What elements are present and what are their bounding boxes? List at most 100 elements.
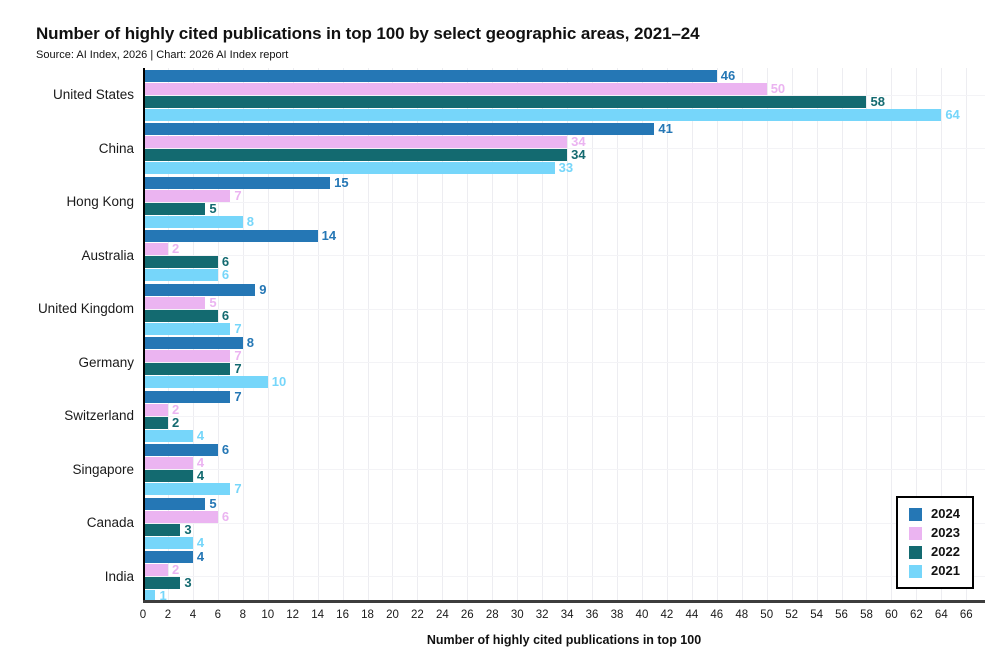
category-label: United States [52, 87, 134, 103]
bar-value-label: 10 [271, 374, 287, 389]
legend-item-2024: 2024 [909, 507, 960, 521]
legend-label: 2021 [931, 563, 960, 578]
bar-row: 15 [143, 176, 985, 189]
bar-2024 [143, 390, 231, 403]
bar-row: 1 [143, 588, 985, 603]
bar-value-label: 2 [171, 562, 180, 577]
bar-2024 [143, 69, 717, 82]
bar-value-label: 6 [221, 442, 230, 457]
gridline-horizontal [143, 148, 985, 150]
bar-value-label: 7 [234, 361, 242, 376]
bar-value-label: 8 [246, 213, 255, 229]
x-tick-label: 58 [860, 609, 873, 621]
bar-value-label: 33 [558, 160, 574, 175]
bar-value-label: 34 [571, 147, 586, 162]
gridline-vertical [841, 68, 843, 603]
x-tick-label: 56 [835, 609, 848, 621]
bar-2021 [143, 483, 231, 495]
bar-value-label: 7 [234, 320, 242, 336]
bar-2021 [143, 269, 218, 281]
gridline-vertical [567, 68, 569, 603]
bar-group-united-kingdom: United Kingdom 9 5 6 7 [38, 282, 985, 336]
bar-row: 5 [143, 202, 985, 215]
bar-row: 6 [143, 510, 985, 523]
bar-2022 [143, 149, 568, 161]
gridline-vertical [666, 68, 668, 603]
x-tick-label: 62 [909, 609, 923, 621]
bar-row: 4 [143, 469, 985, 483]
gridline-vertical [641, 68, 643, 603]
x-tick-label: 36 [585, 609, 599, 621]
bar-row: 2 [143, 403, 985, 416]
bar-value-label: 34 [571, 134, 586, 149]
legend-label: 2023 [931, 525, 960, 540]
gridline-vertical [217, 68, 219, 603]
bar-group-australia: Australia 14 2 6 6 [81, 228, 985, 283]
bar-2021 [143, 322, 231, 335]
category-label: Germany [78, 354, 134, 370]
legend-item-2021: 2021 [909, 564, 960, 578]
bar-value-label: 41 [658, 121, 673, 136]
x-tick-label: 6 [214, 609, 222, 621]
y-axis-line [143, 68, 145, 603]
category-label: India [104, 568, 134, 584]
bar-row: 4 [143, 536, 985, 549]
bar-2024 [143, 444, 218, 456]
bar-row: 14 [143, 228, 985, 243]
gridline-vertical [517, 68, 519, 603]
bar-row: 3 [143, 576, 985, 590]
gridline-vertical [442, 68, 444, 603]
bar-value-label: 2 [171, 414, 180, 430]
bar-value-label: 4 [196, 427, 205, 443]
bar-group-canada: Canada 5 6 3 4 [87, 495, 985, 550]
bar-2021 [143, 590, 156, 602]
x-tick-label: 30 [510, 609, 524, 621]
bar-value-label: 4 [196, 534, 205, 550]
bar-row: 7 [143, 322, 985, 335]
bar-row: 7 [143, 349, 985, 363]
bar-row: 6 [143, 442, 985, 457]
x-tick-label: 10 [261, 609, 275, 621]
bar-value-label: 6 [221, 267, 230, 282]
bar-2024 [143, 176, 331, 189]
x-tick-label: 40 [635, 609, 649, 621]
bar-row: 8 [143, 215, 985, 228]
bar-2024 [143, 123, 655, 135]
bar-value-label: 14 [321, 228, 337, 243]
bar-value-label: 5 [209, 495, 217, 511]
bar-group-china: China 41 34 34 33 [99, 121, 985, 176]
bar-value-label: 4 [196, 549, 205, 564]
bar-value-label: 7 [234, 388, 242, 404]
x-tick-label: 0 [139, 609, 147, 621]
bar-value-label: 1 [159, 588, 167, 603]
x-axis-line [143, 600, 985, 603]
bar-2022 [143, 416, 168, 429]
bar-row: 6 [143, 309, 985, 322]
x-tick-label: 26 [460, 609, 474, 621]
category-label: Switzerland [64, 408, 134, 424]
legend-label: 2022 [931, 544, 960, 559]
bar-value-label: 2 [171, 401, 180, 417]
bar-row: 7 [143, 189, 985, 202]
x-axis-title: Number of highly cited publications in t… [426, 633, 702, 647]
bar-2023 [143, 510, 218, 523]
bar-value-label: 6 [221, 254, 230, 269]
x-tick-label: 34 [560, 609, 574, 621]
gridline-vertical [741, 68, 743, 603]
bar-row: 41 [143, 121, 985, 136]
legend-swatch [909, 526, 922, 540]
bar-group-india: India 4 2 3 1 [105, 549, 985, 604]
bar-value-label: 50 [770, 80, 786, 96]
gridline-vertical [317, 68, 319, 603]
gridline-horizontal [143, 362, 985, 364]
bar-2023 [143, 457, 193, 469]
x-tick-label: 64 [934, 609, 948, 621]
bar-value-label: 4 [196, 455, 205, 470]
x-tick-label: 18 [361, 609, 374, 621]
gridline-vertical [766, 68, 768, 603]
bar-2021 [143, 429, 193, 442]
bar-2023 [143, 403, 168, 416]
bar-value-label: 8 [246, 335, 255, 350]
x-tick-label: 24 [435, 609, 449, 621]
bar-value-label: 6 [221, 508, 230, 524]
